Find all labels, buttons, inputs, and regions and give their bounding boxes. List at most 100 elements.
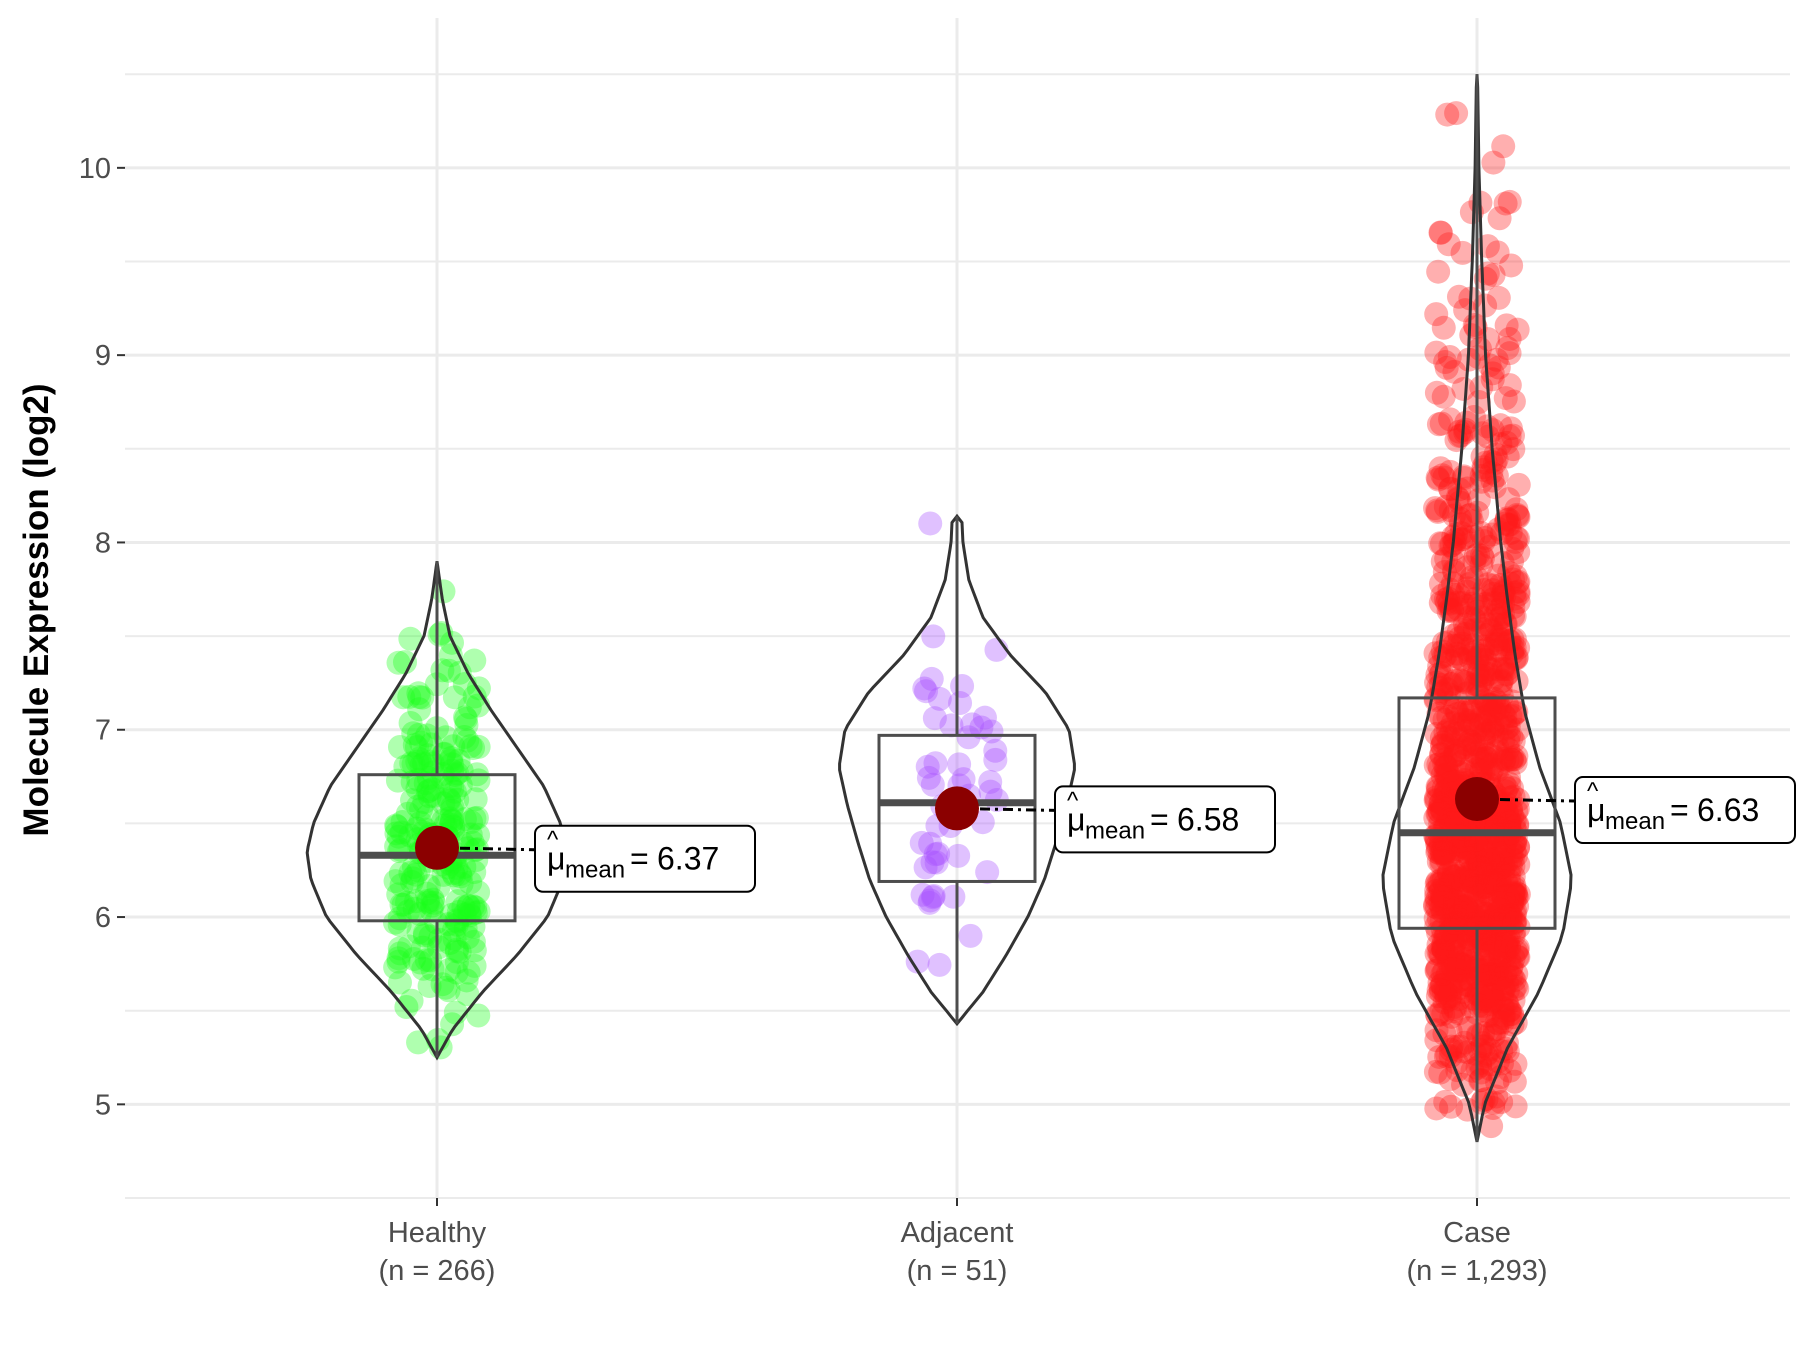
data-point [449, 758, 474, 783]
mean-equals: = [1670, 792, 1689, 828]
data-point [1463, 1041, 1488, 1066]
data-point [433, 975, 458, 1000]
data-point [1467, 1037, 1492, 1062]
data-point [1500, 641, 1525, 666]
data-point [1467, 684, 1492, 709]
data-point [1498, 903, 1523, 928]
data-point [399, 869, 424, 894]
data-point [1469, 861, 1494, 886]
data-point [462, 806, 487, 831]
data-point [1429, 980, 1454, 1005]
mean-hat-symbol: ^ [1067, 787, 1079, 814]
data-point [1456, 925, 1481, 950]
data-point [1484, 739, 1509, 764]
x-tick-label: Adjacent [901, 1217, 1014, 1249]
data-point [1464, 847, 1489, 872]
data-point [404, 889, 429, 914]
data-point [927, 952, 952, 977]
data-point [1442, 902, 1467, 927]
data-point [420, 887, 445, 912]
data-point [1487, 943, 1512, 968]
data-point [1451, 669, 1476, 694]
data-point [1492, 799, 1517, 824]
data-point [404, 735, 429, 760]
data-point [1476, 327, 1501, 352]
data-point [457, 695, 482, 720]
data-point [1451, 723, 1476, 748]
data-point [969, 715, 994, 740]
data-point [1482, 590, 1507, 615]
data-point [1442, 503, 1467, 528]
data-point [960, 712, 985, 737]
data-point [1473, 591, 1498, 616]
data-point [1497, 809, 1522, 834]
data-point [1462, 713, 1487, 738]
data-point [1505, 936, 1530, 961]
data-point [1456, 967, 1481, 992]
data-point [1467, 673, 1492, 698]
data-point [1494, 313, 1519, 338]
data-point [1469, 1060, 1494, 1085]
data-point [1479, 617, 1504, 642]
data-point [1469, 852, 1494, 877]
data-point [914, 679, 939, 704]
data-point [1496, 729, 1521, 754]
data-point [1504, 884, 1529, 909]
data-point [1469, 875, 1494, 900]
data-point [1490, 621, 1515, 646]
data-point [387, 912, 412, 937]
data-point [430, 658, 455, 683]
data-point [1445, 590, 1470, 615]
data-point [1452, 735, 1477, 760]
data-point [1497, 629, 1522, 654]
data-point [398, 626, 423, 651]
data-point [1431, 868, 1456, 893]
data-point [927, 686, 952, 711]
data-point [415, 743, 440, 768]
data-point [1448, 712, 1473, 737]
data-point [1461, 832, 1486, 857]
data-point [1463, 925, 1488, 950]
data-point [1432, 707, 1457, 732]
data-point [1494, 776, 1519, 801]
data-point [1491, 851, 1516, 876]
data-point [1466, 487, 1491, 512]
data-point [1484, 643, 1509, 668]
data-point [1452, 835, 1477, 860]
data-point [1491, 727, 1516, 752]
data-point [1475, 963, 1500, 988]
data-point [1505, 938, 1530, 963]
data-point [1483, 902, 1508, 927]
data-point [1423, 641, 1448, 666]
data-point [1425, 984, 1450, 1009]
data-point [958, 923, 983, 948]
data-point [1495, 1039, 1520, 1064]
data-point [1473, 266, 1498, 291]
data-point [1499, 253, 1524, 278]
data-point [1492, 746, 1517, 771]
data-point [1479, 930, 1504, 955]
data-point [1429, 851, 1454, 876]
data-point [1491, 134, 1516, 159]
data-point [1493, 903, 1518, 928]
data-point [1505, 944, 1530, 969]
data-point [1473, 938, 1498, 963]
data-point [444, 950, 469, 975]
data-point [1425, 958, 1450, 983]
data-point [1448, 646, 1473, 671]
data-point [1483, 603, 1508, 628]
data-point [1495, 336, 1520, 361]
data-point [1484, 612, 1509, 637]
data-point [415, 723, 440, 748]
data-point [1425, 774, 1450, 799]
data-point [1442, 743, 1467, 768]
data-point [1475, 988, 1500, 1013]
data-point [1430, 463, 1455, 488]
data-point [1487, 896, 1512, 921]
data-point [406, 722, 431, 747]
data-point [1475, 721, 1500, 746]
data-point [463, 900, 488, 925]
data-point [1442, 743, 1467, 768]
data-point [1455, 919, 1480, 944]
